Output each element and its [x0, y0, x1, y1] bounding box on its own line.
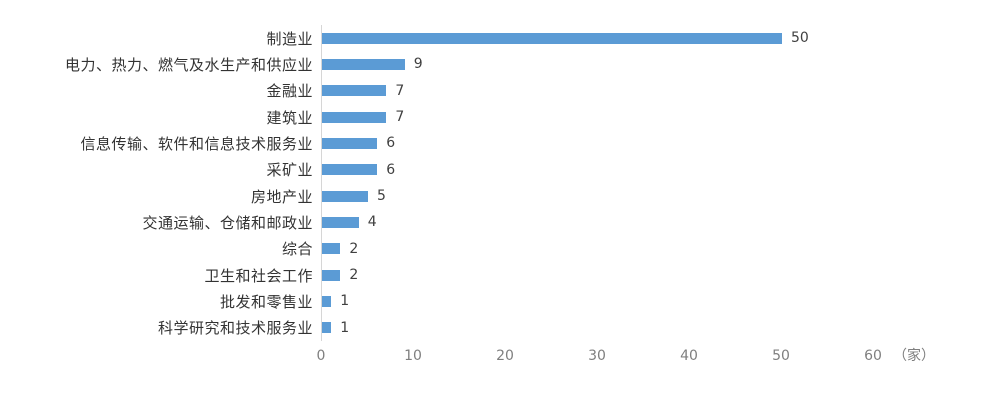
bar-row: 2: [322, 262, 961, 288]
bar[interactable]: [322, 58, 405, 70]
category-label: 金融业: [266, 82, 313, 101]
bar[interactable]: [322, 85, 387, 97]
bar[interactable]: [322, 322, 332, 334]
bar[interactable]: [322, 216, 359, 228]
bar-row: 6: [322, 157, 961, 183]
category-label: 科学研究和技术服务业: [157, 319, 313, 338]
plot-area: 50 9 7 7 6 6 5 4 2 2 1 1: [321, 25, 961, 341]
category-label: 卫生和社会工作: [204, 266, 313, 285]
value-label: 1: [340, 319, 350, 336]
bar-row: 6: [322, 130, 961, 156]
bar-row: 5: [322, 183, 961, 209]
bar-row: 7: [322, 104, 961, 130]
x-tick-label: 60: [864, 348, 882, 364]
category-label: 采矿业: [266, 161, 313, 180]
value-label: 7: [395, 109, 405, 126]
x-axis: （家） 0 10 20 30 40 50 60: [317, 347, 981, 369]
x-tick-label: 30: [588, 348, 606, 364]
bar-row: 1: [322, 288, 961, 314]
x-tick-label: 50: [772, 348, 790, 364]
category-label: 电力、热力、燃气及水生产和供应业: [64, 55, 313, 74]
value-label: 2: [349, 240, 359, 257]
value-label: 5: [377, 188, 386, 205]
value-label: 4: [367, 214, 377, 231]
value-label: 6: [386, 135, 396, 152]
value-label: 2: [349, 267, 359, 284]
value-label: 7: [395, 82, 405, 99]
bar[interactable]: [322, 137, 378, 149]
bar[interactable]: [322, 190, 368, 202]
category-label: 制造业: [266, 29, 313, 48]
bar[interactable]: [322, 164, 378, 176]
y-axis-category-labels: 制造业电力、热力、燃气及水生产和供应业金融业建筑业信息传输、软件和信息技术服务业…: [0, 25, 313, 341]
category-label: 交通运输、仓储和邮政业: [142, 213, 313, 232]
bar[interactable]: [322, 111, 387, 123]
x-tick-label: 20: [496, 348, 514, 364]
bar-row: 50: [322, 25, 961, 51]
bar[interactable]: [322, 295, 332, 307]
value-label: 6: [386, 161, 396, 178]
x-axis-unit-label: （家）: [893, 348, 935, 364]
category-label: 房地产业: [250, 187, 313, 206]
x-tick-label: 10: [404, 348, 422, 364]
category-label: 信息传输、软件和信息技术服务业: [80, 134, 313, 153]
category-label: 批发和零售业: [219, 292, 313, 311]
bar-row: 7: [322, 78, 961, 104]
bar-row: 9: [322, 51, 961, 77]
value-label: 9: [413, 56, 423, 73]
category-label: 综合: [281, 240, 313, 259]
value-label: 1: [340, 293, 350, 310]
bar[interactable]: [322, 32, 782, 44]
bar[interactable]: [322, 269, 341, 281]
bar[interactable]: [322, 243, 341, 255]
x-tick-label: 40: [680, 348, 698, 364]
bar-row: 2: [322, 236, 961, 262]
bar-row: 4: [322, 209, 961, 235]
bar-row: 1: [322, 315, 961, 341]
x-tick-label: 0: [316, 348, 326, 364]
value-label: 50: [791, 30, 809, 47]
category-label: 建筑业: [266, 108, 313, 127]
